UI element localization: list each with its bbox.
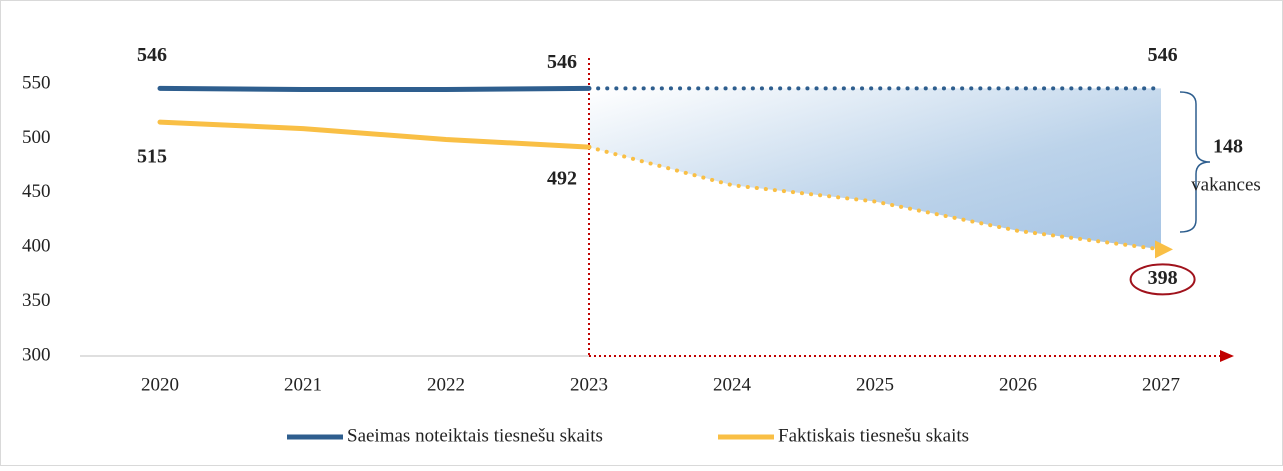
x-tick-label: 2025: [856, 374, 894, 395]
y-tick-label: 350: [22, 290, 51, 311]
highlight-ring: [1129, 263, 1196, 296]
series-line: [157, 119, 592, 150]
y-tick-label: 300: [22, 344, 51, 365]
y-tick-label: 400: [22, 236, 51, 257]
y-tick-label: 450: [22, 181, 51, 202]
x-tick-label: 2024: [713, 374, 752, 395]
forecast-arrow: [1220, 350, 1234, 362]
data-label: 546: [137, 44, 167, 66]
x-tick-label: 2027: [1142, 374, 1180, 395]
data-label: 515: [137, 146, 167, 168]
y-tick-label: 550: [22, 72, 51, 93]
data-label: 398: [1148, 267, 1178, 289]
annotation-text: vakances: [1191, 174, 1261, 195]
x-tick-label: 2026: [999, 374, 1037, 395]
data-label: 492: [547, 168, 577, 190]
annotation-value: 148: [1213, 136, 1243, 158]
brace: [1179, 91, 1211, 233]
x-tick-label: 2020: [141, 374, 179, 395]
y-tick-label: 500: [22, 127, 51, 148]
forecast-line: [587, 145, 1163, 252]
series-line: [157, 85, 592, 92]
x-tick-label: 2022: [427, 374, 465, 395]
data-label: 546: [1148, 44, 1178, 66]
line-arrow: [1155, 240, 1173, 259]
x-tick-label: 2023: [570, 374, 608, 395]
legend-label: Faktiskais tiesnešu skaits: [778, 425, 969, 446]
legend-label: Saeimas noteiktais tiesnešu skaits: [347, 425, 603, 446]
data-label: 546: [547, 51, 577, 73]
gap-area: [589, 88, 1161, 250]
x-tick-label: 2021: [284, 374, 322, 395]
